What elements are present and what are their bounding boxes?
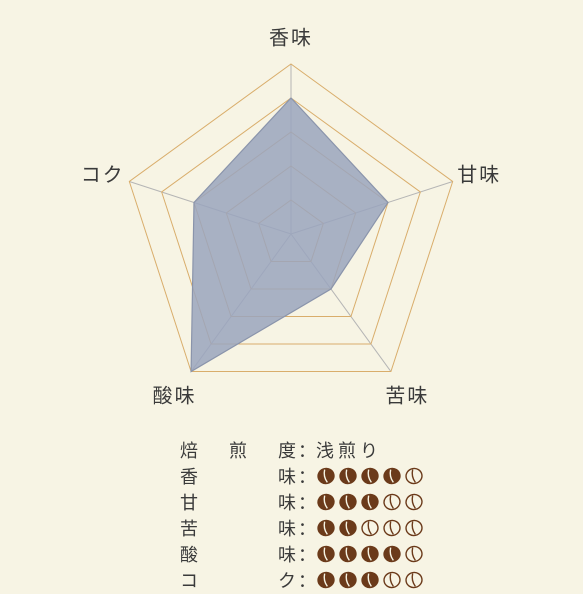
legend-key: 酸 味 <box>0 541 298 567</box>
legend-row-roast: 焙煎度：浅煎り <box>0 438 583 462</box>
legend-key: 焙煎度 <box>0 437 298 463</box>
axis-label: 苦味 <box>385 380 429 409</box>
legend-key: 香 味 <box>0 463 298 489</box>
legend-row: 甘 味： <box>0 490 583 514</box>
legend-key: コ ク <box>0 567 298 593</box>
legend-colon: ： <box>298 541 316 567</box>
legend-colon: ： <box>298 489 316 515</box>
bean-score <box>316 571 424 589</box>
bean-score <box>316 519 424 537</box>
radar-chart-container: 香味甘味苦味 酸味 コク <box>0 0 583 438</box>
legend-colon: ： <box>298 567 316 593</box>
axis-label: コク <box>81 158 125 187</box>
legend-row: 香 味： <box>0 464 583 488</box>
bean-score <box>316 467 424 485</box>
legend-row: 酸 味： <box>0 542 583 566</box>
radar-chart <box>0 0 583 438</box>
axis-label: 酸味 <box>153 380 197 409</box>
axis-label: 香味 <box>269 22 313 51</box>
legend: 焙煎度：浅煎り香 味：甘 味：苦 味：酸 味：コ ク： <box>0 438 583 594</box>
legend-value: 浅煎り <box>316 437 382 463</box>
legend-colon: ： <box>298 437 316 463</box>
legend-key: 苦 味 <box>0 515 298 541</box>
legend-colon: ： <box>298 515 316 541</box>
legend-row: 苦 味： <box>0 516 583 540</box>
axis-label: 甘味 <box>457 158 501 187</box>
legend-key: 甘 味 <box>0 489 298 515</box>
bean-score <box>316 545 424 563</box>
legend-row: コ ク： <box>0 568 583 592</box>
legend-colon: ： <box>298 463 316 489</box>
bean-score <box>316 493 424 511</box>
